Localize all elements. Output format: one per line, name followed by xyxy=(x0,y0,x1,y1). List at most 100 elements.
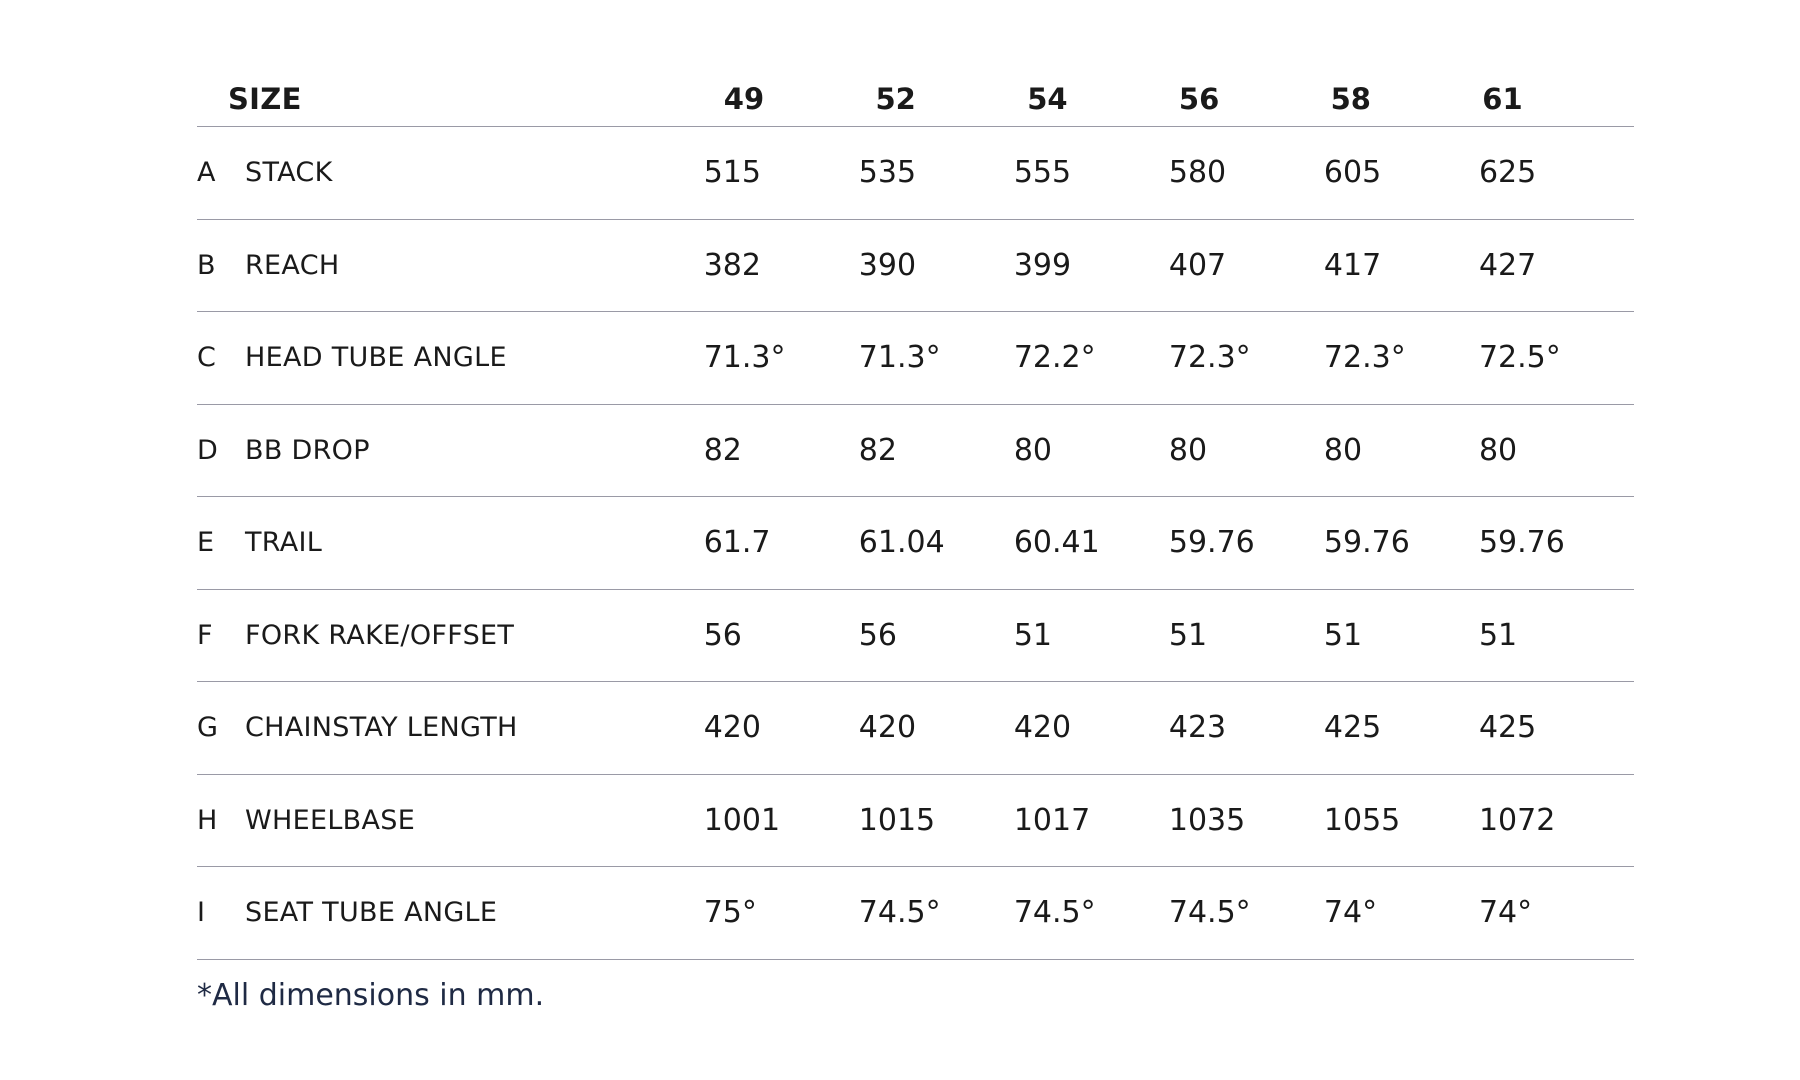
row-letter: G xyxy=(197,712,219,744)
table-row-fork-rake-offset: F FORK RAKE/OFFSET 56 56 51 51 51 51 xyxy=(197,590,1634,682)
row-letter: H xyxy=(197,804,218,836)
table-cell: 535 xyxy=(858,155,917,191)
table-cell: 59.76 xyxy=(1168,525,1255,561)
table-cell: 75° xyxy=(703,895,757,931)
table-row-seat-tube-angle: I SEAT TUBE ANGLE 75° 74.5° 74.5° 74.5° … xyxy=(197,867,1634,960)
size-header-56: 56 xyxy=(1178,82,1220,116)
table-cell: 80 xyxy=(1168,432,1208,468)
size-header-58: 58 xyxy=(1330,82,1371,116)
table-cell: 51 xyxy=(1168,617,1208,653)
table-cell: 605 xyxy=(1323,155,1382,191)
table-cell: 580 xyxy=(1168,155,1227,191)
geometry-table: SIZE 49 52 54 56 58 61 A STACK 515 535 5… xyxy=(197,50,1634,960)
row-label: E TRAIL xyxy=(197,527,704,558)
table-header-row: SIZE 49 52 54 56 58 61 xyxy=(197,50,1634,127)
table-cell: 407 xyxy=(1168,247,1227,283)
row-name: REACH xyxy=(245,249,340,281)
row-name: WHEELBASE xyxy=(245,804,416,836)
table-cell: 72.3° xyxy=(1323,340,1406,376)
table-cell: 74° xyxy=(1478,895,1533,931)
row-letter: D xyxy=(197,434,219,466)
row-label: G CHAINSTAY LENGTH xyxy=(197,712,704,743)
table-cell: 51 xyxy=(1323,617,1363,653)
table-cell: 1017 xyxy=(1013,802,1091,838)
table-cell: 425 xyxy=(1323,710,1382,746)
table-cell: 72.2° xyxy=(1013,340,1096,376)
row-letter: B xyxy=(197,249,216,281)
row-name: TRAIL xyxy=(245,527,323,559)
table-cell: 417 xyxy=(1323,247,1382,283)
row-label: A STACK xyxy=(197,157,704,188)
size-header-52: 52 xyxy=(875,82,916,116)
row-label: D BB DROP xyxy=(197,435,704,466)
table-cell: 59.76 xyxy=(1478,525,1565,561)
table-cell: 420 xyxy=(858,710,917,746)
table-cell: 80 xyxy=(1013,432,1052,468)
table-row-trail: E TRAIL 61.7 61.04 60.41 59.76 59.76 59.… xyxy=(197,497,1634,590)
table-row-wheelbase: H WHEELBASE 1001 1015 1017 1035 1055 107… xyxy=(197,775,1634,867)
table-cell: 72.5° xyxy=(1478,340,1561,376)
table-cell: 56 xyxy=(703,617,742,653)
row-letter: I xyxy=(197,897,206,929)
table-cell: 382 xyxy=(703,247,761,283)
table-cell: 82 xyxy=(703,432,742,468)
table-cell: 390 xyxy=(858,247,917,283)
table-row-stack: A STACK 515 535 555 580 605 625 xyxy=(197,127,1634,220)
table-cell: 72.3° xyxy=(1168,340,1251,376)
row-letter: F xyxy=(197,619,213,651)
table-row-reach: B REACH 382 390 399 407 417 427 xyxy=(197,220,1634,312)
table-cell: 60.41 xyxy=(1013,525,1100,561)
row-label: C HEAD TUBE ANGLE xyxy=(197,342,704,373)
table-cell: 74.5° xyxy=(1013,895,1096,931)
row-label: H WHEELBASE xyxy=(197,805,704,836)
row-label: F FORK RAKE/OFFSET xyxy=(197,620,704,651)
table-cell: 74.5° xyxy=(858,895,941,931)
size-header-54: 54 xyxy=(1027,82,1068,116)
table-cell: 1001 xyxy=(703,802,781,838)
table-cell: 425 xyxy=(1478,710,1537,746)
table-cell: 515 xyxy=(703,155,761,191)
size-header-61: 61 xyxy=(1482,82,1523,116)
table-cell: 399 xyxy=(1013,247,1072,283)
dimensions-footnote: *All dimensions in mm. xyxy=(197,978,545,1013)
row-name: BB DROP xyxy=(245,434,370,466)
table-row-chainstay-length: G CHAINSTAY LENGTH 420 420 420 423 425 4… xyxy=(197,682,1634,775)
table-row-head-tube-angle: C HEAD TUBE ANGLE 71.3° 71.3° 72.2° 72.3… xyxy=(197,312,1634,405)
table-cell: 82 xyxy=(858,432,897,468)
table-cell: 74° xyxy=(1323,895,1378,931)
table-cell: 625 xyxy=(1478,155,1537,191)
size-header-49: 49 xyxy=(723,82,765,116)
row-name: HEAD TUBE ANGLE xyxy=(245,342,507,374)
table-row-bb-drop: D BB DROP 82 82 80 80 80 80 xyxy=(197,405,1634,497)
table-cell: 555 xyxy=(1013,155,1072,191)
table-cell: 80 xyxy=(1478,432,1518,468)
table-cell: 420 xyxy=(1013,710,1072,746)
row-name: FORK RAKE/OFFSET xyxy=(245,619,515,651)
table-cell: 71.3° xyxy=(703,340,786,376)
row-letter: A xyxy=(197,157,216,189)
table-cell: 51 xyxy=(1478,617,1518,653)
table-cell: 51 xyxy=(1013,617,1052,653)
table-cell: 74.5° xyxy=(1168,895,1251,931)
table-cell: 1035 xyxy=(1168,802,1246,838)
table-cell: 423 xyxy=(1168,710,1227,746)
table-cell: 56 xyxy=(858,617,897,653)
table-cell: 61.7 xyxy=(703,525,771,561)
table-cell: 1055 xyxy=(1323,802,1401,838)
table-cell: 427 xyxy=(1478,247,1537,283)
table-cell: 1072 xyxy=(1478,802,1556,838)
row-name: STACK xyxy=(245,157,333,189)
table-cell: 61.04 xyxy=(858,525,945,561)
row-letter: E xyxy=(197,527,215,559)
row-label: I SEAT TUBE ANGLE xyxy=(197,897,704,928)
table-cell: 71.3° xyxy=(858,340,941,376)
table-cell: 80 xyxy=(1323,432,1363,468)
table-cell: 1015 xyxy=(858,802,936,838)
size-header-label: SIZE xyxy=(228,82,302,116)
row-label: B REACH xyxy=(197,250,704,281)
table-cell: 59.76 xyxy=(1323,525,1410,561)
row-letter: C xyxy=(197,342,217,374)
row-name: CHAINSTAY LENGTH xyxy=(245,712,518,744)
table-cell: 420 xyxy=(703,710,761,746)
row-name: SEAT TUBE ANGLE xyxy=(245,897,498,929)
